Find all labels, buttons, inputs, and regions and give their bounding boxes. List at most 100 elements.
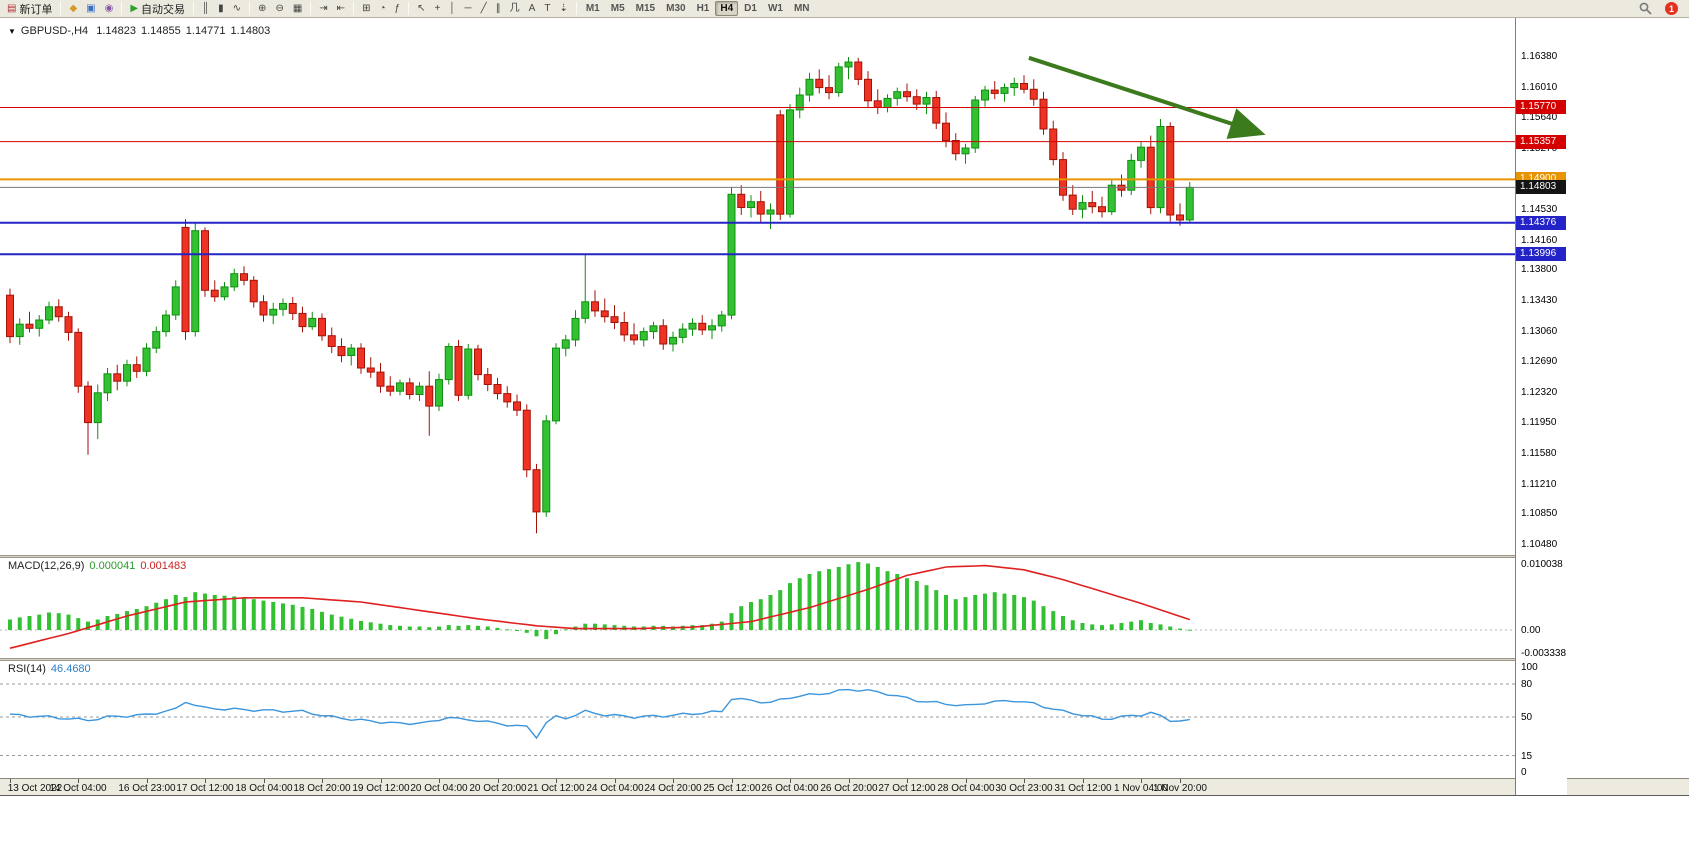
time-label: 16 Oct 23:00 bbox=[118, 783, 176, 794]
arrows-icon: ⇣ bbox=[559, 2, 568, 14]
toolbar-separator bbox=[310, 2, 312, 15]
rsi-axis-tick: 0 bbox=[1521, 767, 1527, 778]
time-tick bbox=[205, 779, 206, 783]
timeframe-m30-button[interactable]: M30 bbox=[666, 3, 686, 14]
time-tick bbox=[78, 779, 79, 783]
search-button[interactable] bbox=[1635, 1, 1656, 16]
cursor-button[interactable]: ↖ bbox=[413, 1, 429, 16]
autotrading-icon: ▶ bbox=[130, 2, 139, 14]
time-tick bbox=[1180, 779, 1181, 783]
time-label: 20 Oct 20:00 bbox=[469, 783, 527, 794]
price-tick: 1.11950 bbox=[1521, 417, 1557, 428]
time-label: 1 Nov 04:00 bbox=[1114, 783, 1168, 794]
time-tick bbox=[1024, 779, 1025, 783]
timeframe-d1-button[interactable]: D1 bbox=[744, 3, 757, 14]
time-tick bbox=[556, 779, 557, 783]
arrows-button[interactable]: ⇣ bbox=[555, 1, 571, 16]
macd-axis-tick: 0.010038 bbox=[1521, 559, 1563, 570]
price-tick: 1.14160 bbox=[1521, 235, 1558, 246]
chart-shift-button[interactable]: ⇤ bbox=[333, 1, 349, 16]
market-watch-icon: ◆ bbox=[69, 2, 78, 14]
price-tick: 1.16010 bbox=[1521, 82, 1558, 93]
navigator-icon: ▣ bbox=[86, 2, 96, 14]
line-chart-button[interactable]: ∿ bbox=[229, 1, 245, 16]
chevron-down-icon[interactable]: ▼ bbox=[8, 27, 16, 36]
panel-separator[interactable] bbox=[0, 555, 1565, 558]
zoom-in-icon: ⊕ bbox=[258, 2, 267, 14]
time-tick bbox=[790, 779, 791, 783]
time-label: 14 Oct 04:00 bbox=[49, 783, 107, 794]
time-tick bbox=[439, 779, 440, 783]
timeframe-mn-button[interactable]: MN bbox=[793, 3, 810, 14]
autotrading-button[interactable]: ▶ 自动交易 bbox=[126, 1, 189, 16]
macd-indicator-panel[interactable] bbox=[0, 558, 1515, 658]
tile-windows-button[interactable]: ▦ bbox=[289, 1, 306, 16]
macd-signal-value: 0.001483 bbox=[140, 560, 187, 572]
time-label: 26 Oct 20:00 bbox=[820, 783, 878, 794]
text-label-icon: T bbox=[544, 2, 551, 14]
zoom-out-button[interactable]: ⊖ bbox=[271, 1, 287, 16]
timeframe-h4-button[interactable]: H4 bbox=[715, 1, 739, 16]
timeframe-w1-button[interactable]: W1 bbox=[767, 3, 783, 14]
price-chart-panel[interactable] bbox=[0, 18, 1515, 555]
time-label: 21 Oct 12:00 bbox=[527, 783, 585, 794]
notification-badge[interactable]: 1 bbox=[1665, 2, 1678, 15]
period-button[interactable]: ◔ bbox=[375, 1, 389, 16]
window-bottom-border bbox=[0, 795, 1689, 796]
text-icon: A bbox=[528, 2, 536, 14]
period-icon: ◔ bbox=[379, 2, 386, 14]
new-chart-button[interactable]: ⊞ bbox=[358, 1, 374, 16]
close-value: 1.14803 bbox=[230, 25, 271, 37]
navigator-button[interactable]: ▣ bbox=[82, 1, 99, 16]
time-label: 20 Oct 04:00 bbox=[410, 783, 468, 794]
time-tick bbox=[849, 779, 850, 783]
timeframe-m5-button[interactable]: M5 bbox=[610, 3, 625, 14]
bars-chart-icon: ║ bbox=[202, 2, 210, 14]
timeframe-m1-button[interactable]: M1 bbox=[585, 3, 600, 14]
indicators-button[interactable]: ƒ bbox=[391, 1, 405, 16]
toolbar-separator bbox=[60, 2, 62, 15]
rsi-axis-tick: 15 bbox=[1521, 751, 1533, 762]
time-label: 13 Oct 2022 bbox=[7, 783, 63, 794]
sound-button[interactable]: ◉ bbox=[101, 1, 118, 16]
price-tick: 1.11210 bbox=[1521, 479, 1557, 490]
time-axis[interactable]: 13 Oct 2022 14 Oct 04:00 16 Oct 23:00 17 Oc… bbox=[0, 778, 1689, 795]
text-label-button[interactable]: T bbox=[540, 1, 554, 16]
auto-scroll-button[interactable]: ⇥ bbox=[315, 1, 331, 16]
market-watch-button[interactable]: ◆ bbox=[65, 1, 81, 16]
horizontal-line-button[interactable]: ─ bbox=[461, 1, 476, 16]
price-level-badge: 1.15770 bbox=[1516, 100, 1566, 114]
time-tick bbox=[322, 779, 323, 783]
zoom-in-button[interactable]: ⊕ bbox=[254, 1, 270, 16]
new-order-button[interactable]: ▤ 新订单 bbox=[3, 1, 56, 16]
open-value: 1.14823 bbox=[96, 25, 136, 37]
text-button[interactable]: A bbox=[525, 1, 540, 16]
channel-button[interactable]: ∥ bbox=[492, 1, 505, 16]
time-label: 18 Oct 20:00 bbox=[293, 783, 351, 794]
candles-chart-button[interactable]: ▮ bbox=[214, 1, 228, 16]
toolbar-separator bbox=[193, 2, 195, 15]
rsi-indicator-panel[interactable] bbox=[0, 661, 1515, 778]
time-tick bbox=[10, 779, 11, 783]
time-tick bbox=[966, 779, 967, 783]
time-tick bbox=[147, 779, 148, 783]
panel-separator[interactable] bbox=[0, 658, 1565, 661]
rsi-axis-tick: 80 bbox=[1521, 679, 1533, 690]
trendline-button[interactable]: ╱ bbox=[477, 1, 491, 16]
price-tick: 1.16380 bbox=[1521, 51, 1558, 62]
crosshair-button[interactable]: + bbox=[430, 1, 444, 16]
macd-value: 0.000041 bbox=[89, 560, 136, 572]
rsi-header: RSI(14) 46.4680 bbox=[8, 663, 96, 675]
timeframe-h1-button[interactable]: H1 bbox=[696, 3, 710, 14]
fibonacci-button[interactable]: 几 bbox=[506, 1, 524, 16]
time-label: 1 Nov 20:00 bbox=[1153, 783, 1207, 794]
timeframe-m15-button[interactable]: M15 bbox=[635, 3, 656, 14]
vertical-line-button[interactable]: │ bbox=[445, 1, 459, 16]
bars-chart-button[interactable]: ║ bbox=[198, 1, 213, 16]
price-tick: 1.10850 bbox=[1521, 508, 1558, 519]
price-level-badge: 1.13996 bbox=[1516, 247, 1566, 261]
price-scale[interactable]: 1.163801.160101.156401.152701.149001.145… bbox=[1515, 18, 1567, 795]
search-icon bbox=[1639, 2, 1652, 15]
cursor-icon: ↖ bbox=[417, 2, 426, 14]
